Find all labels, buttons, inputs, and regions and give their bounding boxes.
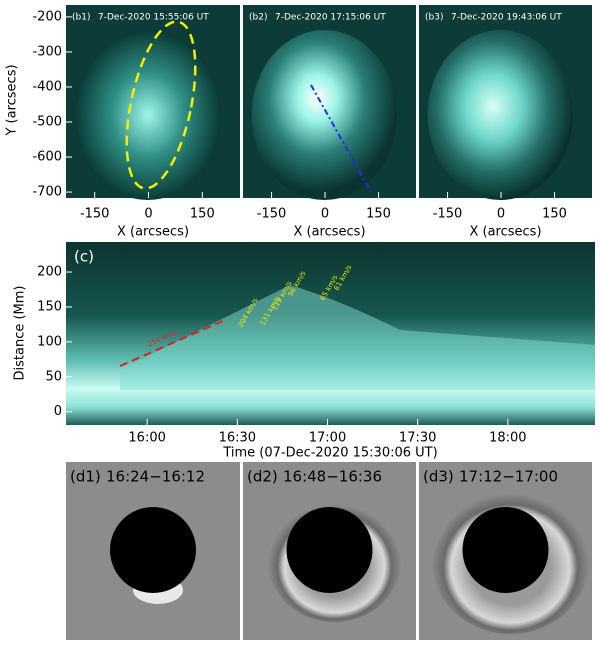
y-tick-label: -600 [32, 150, 62, 165]
x-tick-label: 17:00 [309, 431, 346, 446]
y-tick-label: -200 [32, 9, 62, 24]
x-tick-label: 17:30 [399, 431, 436, 446]
x-axis-label: Time (07-Dec-2020 15:30:06 UT) [222, 446, 437, 461]
x-tick-label: 0 [497, 207, 505, 222]
x-tick-label: 0 [321, 207, 329, 222]
y-tick-label: 100 [37, 334, 62, 349]
panel-label: (b2) [249, 13, 267, 23]
x-tick-label: 150 [542, 207, 567, 222]
panel-title: (d3) [423, 468, 454, 486]
slit [310, 84, 372, 193]
y-tick-label: -700 [32, 185, 62, 200]
y-tick-label: -400 [32, 79, 62, 94]
panel-title: 16:48−16:36 [283, 468, 382, 486]
panel-title: 7-Dec-2020 15:55:06 UT [98, 13, 209, 23]
y-tick-label: 200 [37, 265, 62, 280]
occulter [286, 507, 373, 593]
panel-label: (b3) [425, 13, 443, 23]
euv-brightening [427, 30, 573, 200]
panel-label: (c) [74, 248, 94, 266]
panel-title: (d2) [247, 468, 278, 486]
x-tick-label: -150 [257, 207, 287, 222]
panel-title: 7-Dec-2020 19:43:06 UT [451, 13, 562, 23]
euv-brightening [251, 30, 397, 200]
y-axis-label: Y (arcsecs) [5, 64, 20, 136]
cme-front [120, 285, 595, 390]
euv-brightening [74, 30, 221, 200]
x-tick-label: 0 [144, 207, 152, 222]
x-tick-label: 150 [190, 207, 215, 222]
panel-title: 17:12−17:00 [459, 468, 558, 486]
x-tick-label: 16:30 [219, 431, 256, 446]
occulter [462, 507, 549, 593]
occulter [110, 507, 196, 593]
x-tick-label: 18:00 [489, 431, 526, 446]
x-tick-label: 16:00 [128, 431, 165, 446]
x-axis-label: X (arcsecs) [117, 225, 189, 240]
y-tick-label: 0 [54, 404, 62, 419]
y-tick-label: 150 [37, 299, 62, 314]
y-axis-label: Distance (Mm) [13, 286, 28, 381]
x-axis-label: X (arcsecs) [293, 225, 365, 240]
fit-line [119, 319, 226, 367]
x-axis-label: X (arcsecs) [469, 225, 541, 240]
y-tick-label: -500 [32, 114, 62, 129]
panel-title: (d1) [70, 468, 101, 486]
x-tick-label: -150 [80, 207, 110, 222]
panel-title: 7-Dec-2020 17:15:06 UT [275, 13, 386, 23]
panel-label: (b1) [72, 13, 90, 23]
loop-outline [125, 20, 197, 190]
panel-title: 16:24−16:12 [106, 468, 205, 486]
y-tick-label: 50 [45, 369, 62, 384]
x-tick-label: 150 [366, 207, 391, 222]
x-tick-label: -150 [433, 207, 463, 222]
y-tick-label: -300 [32, 44, 62, 59]
